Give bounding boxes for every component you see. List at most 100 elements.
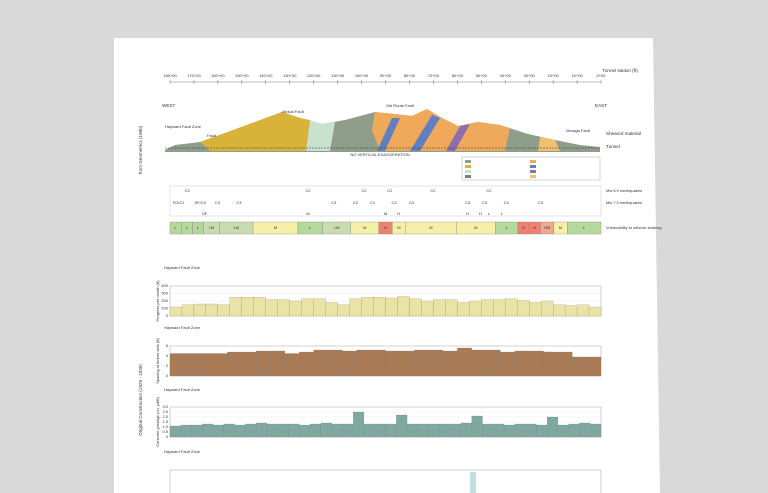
row-mark: C2 bbox=[353, 200, 359, 205]
y-tick-label: 0 bbox=[166, 373, 169, 378]
vulnerability-cell bbox=[567, 221, 602, 235]
row-mark: OF bbox=[202, 211, 208, 216]
bar bbox=[193, 303, 207, 317]
y-axis-label: Concrete yardage (cu. yd/ft) bbox=[155, 397, 160, 447]
y-tick-label: 300 bbox=[161, 291, 168, 296]
bar bbox=[191, 424, 203, 438]
bar bbox=[564, 305, 578, 317]
y-tick-label: 100 bbox=[161, 306, 168, 311]
row-mark: C3 bbox=[409, 200, 415, 205]
bar bbox=[241, 297, 254, 317]
bar bbox=[202, 423, 214, 438]
bar bbox=[576, 304, 590, 317]
bar bbox=[471, 349, 487, 377]
bar bbox=[568, 423, 580, 438]
unit-purple bbox=[446, 124, 470, 151]
row-mark: C2 bbox=[361, 188, 367, 193]
row-mark: C2 bbox=[305, 188, 311, 193]
vulnerability-label: M bbox=[559, 225, 562, 230]
bar bbox=[481, 299, 494, 317]
vulnerability-label: L bbox=[174, 225, 177, 230]
row-label: Mw 6.9 earthquakes bbox=[606, 188, 642, 193]
bar bbox=[482, 423, 494, 438]
bar bbox=[514, 350, 530, 377]
vulnerability-label: L bbox=[506, 225, 509, 230]
bar bbox=[460, 422, 472, 438]
bar bbox=[543, 351, 558, 377]
fault-label: Old Route Fault bbox=[386, 103, 415, 108]
fault-label: Fault bbox=[207, 133, 217, 138]
bar bbox=[493, 299, 506, 317]
unit-blue bbox=[377, 118, 400, 151]
bar bbox=[457, 347, 472, 377]
bar bbox=[586, 356, 602, 377]
bar bbox=[245, 423, 257, 438]
bar bbox=[353, 411, 365, 438]
side-label: from Geometrics (1980) bbox=[138, 125, 143, 174]
vulnerability-label: M bbox=[474, 225, 477, 230]
bar bbox=[234, 424, 246, 438]
bar bbox=[299, 351, 314, 377]
bar bbox=[373, 297, 386, 317]
bar bbox=[557, 351, 573, 377]
bar bbox=[256, 350, 271, 377]
bar bbox=[590, 423, 602, 438]
fault-label: Hayward Fault Zone bbox=[164, 265, 201, 270]
lower-frame bbox=[169, 469, 602, 493]
station-tick-label: 20+00 bbox=[547, 73, 559, 78]
bar bbox=[588, 306, 602, 317]
bar bbox=[223, 423, 235, 438]
row-mark: H bbox=[466, 211, 469, 216]
bar bbox=[277, 299, 290, 317]
bar bbox=[349, 298, 362, 317]
row-label: Mw 7.0 earthquakes bbox=[606, 200, 642, 205]
unit-yellow bbox=[538, 137, 560, 151]
row-mark: FO/C1 bbox=[173, 200, 186, 205]
bar bbox=[184, 353, 199, 377]
bar bbox=[547, 416, 558, 438]
fault-label: Moraga Fault bbox=[566, 128, 590, 133]
side-label: Original Construction (1929 - 1939) bbox=[138, 364, 143, 436]
bar bbox=[493, 423, 505, 438]
y-tick-label: 6 bbox=[166, 343, 169, 348]
row-mark: C3 bbox=[331, 200, 337, 205]
bar bbox=[371, 349, 386, 377]
bar bbox=[227, 351, 242, 377]
bar bbox=[342, 350, 357, 377]
bar bbox=[557, 424, 569, 438]
vulnerability-label: M bbox=[429, 225, 432, 230]
fault-label: Hayward Fault Zone bbox=[164, 449, 201, 454]
bar bbox=[309, 423, 321, 438]
fault-label: Midcal Fault bbox=[282, 109, 304, 114]
bar bbox=[277, 423, 289, 438]
station-tick-label: 150+00 bbox=[235, 73, 249, 78]
vulnerability-label: L bbox=[583, 225, 586, 230]
y-tick-label: 400 bbox=[161, 283, 168, 288]
unit-blue bbox=[410, 115, 440, 151]
bar bbox=[217, 304, 230, 317]
station-tick-label: 130+00 bbox=[283, 73, 297, 78]
y-tick-label: 4 bbox=[166, 353, 169, 358]
bar bbox=[289, 300, 302, 317]
vulnerability-label: H bbox=[384, 225, 387, 230]
fault-label: Hayward Fault Zone bbox=[165, 124, 202, 129]
bar bbox=[342, 423, 354, 438]
vulnerability-label: L bbox=[197, 225, 200, 230]
vulnerability-label: LM bbox=[233, 225, 239, 230]
y-tick-label: 2.0 bbox=[162, 414, 168, 419]
vulnerability-label: M bbox=[363, 225, 366, 230]
vulnerability-label: M bbox=[274, 225, 277, 230]
station-tick-label: 60+00 bbox=[452, 73, 464, 78]
y-axis-label: Spacing of timber sets (ft) bbox=[155, 338, 160, 384]
row-mark: C3 bbox=[538, 200, 544, 205]
bar bbox=[385, 423, 397, 438]
bar bbox=[529, 350, 544, 377]
station-tick-label: 30+00 bbox=[524, 73, 536, 78]
vulnerability-label: LM bbox=[334, 225, 340, 230]
bar bbox=[299, 424, 311, 438]
row-mark: C3 bbox=[392, 200, 398, 205]
seismic-frame bbox=[169, 185, 602, 217]
y-tick-label: 0 bbox=[166, 313, 169, 318]
